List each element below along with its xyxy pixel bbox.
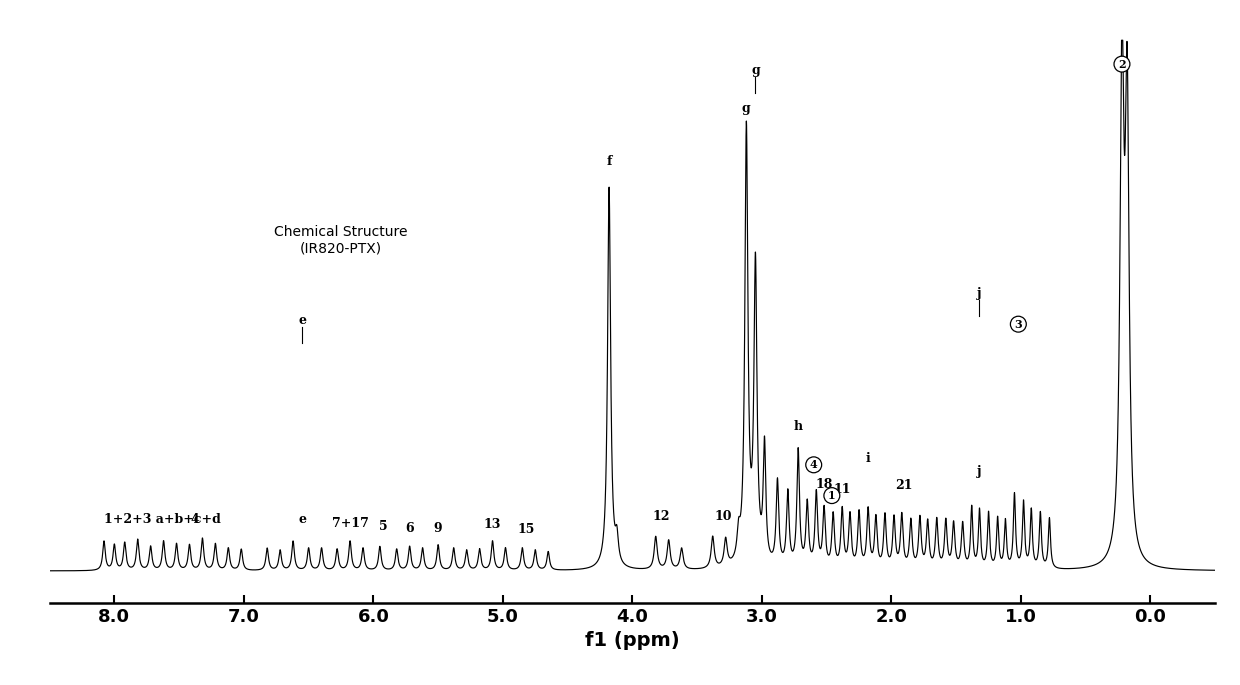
- Text: g: g: [742, 101, 750, 114]
- Text: j: j: [977, 465, 982, 478]
- Text: e: e: [298, 513, 306, 526]
- Text: 1+2+3 a+b+c+d: 1+2+3 a+b+c+d: [104, 513, 221, 526]
- Text: 15: 15: [517, 523, 534, 536]
- Text: 3: 3: [1014, 319, 1022, 329]
- Text: f: f: [606, 155, 611, 168]
- Text: 5: 5: [379, 520, 388, 533]
- Text: j: j: [977, 287, 982, 300]
- Text: 9: 9: [434, 522, 443, 535]
- Text: 11: 11: [833, 483, 851, 495]
- Text: 13: 13: [484, 518, 501, 531]
- Text: 21: 21: [895, 479, 913, 493]
- Text: i: i: [866, 452, 870, 465]
- Text: 2: 2: [1118, 59, 1126, 70]
- Text: 6: 6: [405, 522, 414, 535]
- Text: 12: 12: [652, 510, 670, 523]
- Text: h: h: [794, 420, 802, 433]
- Text: e: e: [298, 314, 306, 327]
- Text: 1: 1: [828, 490, 836, 501]
- Text: g: g: [751, 64, 760, 77]
- Text: 4: 4: [190, 513, 200, 526]
- Text: 18: 18: [816, 478, 833, 491]
- Text: 10: 10: [714, 510, 732, 523]
- Text: 7+17: 7+17: [331, 516, 368, 530]
- Text: 4: 4: [810, 460, 817, 471]
- X-axis label: f1 (ppm): f1 (ppm): [585, 631, 680, 650]
